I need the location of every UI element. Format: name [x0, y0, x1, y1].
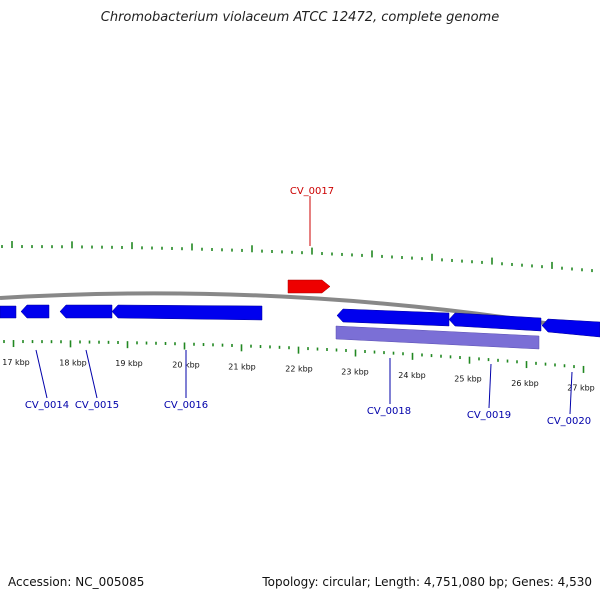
- callout-line-cv-0020: [569, 371, 573, 415]
- tick-label: 27 kbp: [567, 384, 595, 393]
- gene-cv-0015[interactable]: [59, 304, 113, 319]
- gene-cv-0013[interactable]: [0, 305, 17, 319]
- accession-text: Accession: NC_005085: [8, 575, 145, 589]
- gene-cv-0016[interactable]: [111, 304, 263, 321]
- gene-cv-0019[interactable]: [448, 312, 542, 332]
- tick-label: 19 kbp: [115, 359, 143, 368]
- gene-label-cv-0017[interactable]: CV_0017: [290, 186, 334, 197]
- gene-cv-0018[interactable]: [336, 308, 450, 327]
- tick-label: 21 kbp: [228, 362, 256, 371]
- lower-tick-row: [3, 340, 585, 373]
- tick-label: 26 kbp: [511, 379, 539, 388]
- gene-cv-0017[interactable]: [287, 279, 331, 294]
- upper-tick-row: [1, 241, 593, 273]
- callout-line-cv-0015: [85, 349, 98, 399]
- tick-label: 24 kbp: [398, 371, 426, 380]
- gene-cv-0014[interactable]: [20, 304, 50, 319]
- tick-label: 25 kbp: [454, 375, 482, 384]
- gene-label-cv-0016[interactable]: CV_0016: [164, 400, 208, 411]
- gene-cv-0018-alt[interactable]: [335, 325, 540, 350]
- tick-label: 22 kbp: [285, 365, 313, 374]
- tick-label: 18 kbp: [59, 358, 87, 367]
- tick-label: 23 kbp: [341, 367, 369, 376]
- map-title: Chromobacterium violaceum ATCC 12472, co…: [100, 10, 500, 25]
- gene-label-cv-0020[interactable]: CV_0020: [547, 416, 591, 427]
- callout-line-cv-0014: [35, 349, 48, 399]
- tick-label: 17 kbp: [2, 358, 30, 367]
- gene-label-cv-0014[interactable]: CV_0014: [25, 400, 69, 411]
- gene-cv-0020[interactable]: [541, 318, 600, 338]
- gene-label-cv-0018[interactable]: CV_0018: [367, 406, 411, 417]
- tick-label-group: 17 kbp 18 kbp 19 kbp 20 kbp 21 kbp 22 kbp 23 k…: [2, 358, 595, 393]
- genome-summary-text: Topology: circular; Length: 4,751,080 bp…: [262, 575, 592, 589]
- gene-label-cv-0019[interactable]: CV_0019: [467, 410, 511, 421]
- callout-line-cv-0019: [488, 363, 492, 409]
- gene-label-cv-0015[interactable]: CV_0015: [75, 400, 119, 411]
